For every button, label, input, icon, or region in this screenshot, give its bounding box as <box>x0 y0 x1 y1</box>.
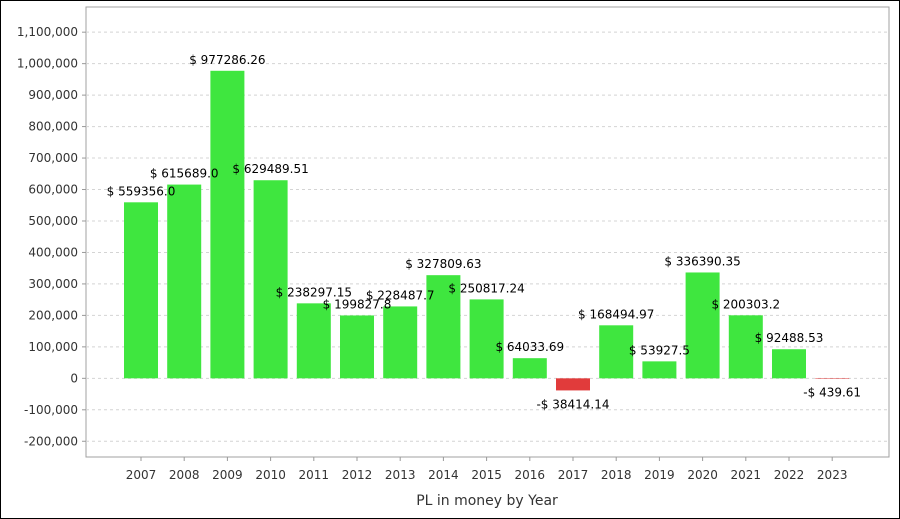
x-tick-label: 2018 <box>601 468 632 482</box>
y-tick-label: 700,000 <box>28 151 78 165</box>
x-tick-label: 2010 <box>255 468 286 482</box>
x-tick-label: 2016 <box>515 468 546 482</box>
data-label-2011: $ 238297.15 <box>276 285 352 299</box>
data-label-2019: $ 53927.5 <box>629 343 690 357</box>
x-tick-label: 2021 <box>731 468 762 482</box>
y-tick-label: 600,000 <box>28 183 78 197</box>
data-label-2022: $ 92488.53 <box>755 331 824 345</box>
y-tick-label: 100,000 <box>28 340 78 354</box>
bar-2020 <box>685 272 720 379</box>
bars <box>124 70 850 391</box>
y-tick-label: 300,000 <box>28 277 78 291</box>
data-label-2012: $ 199827.8 <box>323 297 392 311</box>
bar-2023 <box>815 378 850 379</box>
x-tick-label: 2011 <box>299 468 330 482</box>
x-tick-label: 2023 <box>817 468 848 482</box>
bar-2016 <box>512 358 547 379</box>
y-tick-label: -100,000 <box>24 403 78 417</box>
data-label-2008: $ 615689.0 <box>150 167 219 181</box>
bar-2007 <box>124 202 158 379</box>
y-tick-label: 400,000 <box>28 245 78 259</box>
data-label-2009: $ 977286.26 <box>189 53 265 67</box>
data-label-2010: $ 629489.51 <box>232 162 308 176</box>
x-tick-label: 2014 <box>428 468 459 482</box>
data-label-2013: $ 228487.7 <box>366 288 435 302</box>
plot-area <box>85 6 890 458</box>
data-label-2015: $ 250817.24 <box>448 281 524 295</box>
x-tick-label: 2007 <box>126 468 157 482</box>
bar-2018 <box>599 325 634 379</box>
y-tick-label: 1,100,000 <box>17 25 78 39</box>
y-tick-label: 500,000 <box>28 214 78 228</box>
bar-2014 <box>426 275 461 379</box>
bar-2012 <box>340 315 374 379</box>
bar-2013 <box>383 306 418 379</box>
data-label-2020: $ 336390.35 <box>664 254 740 268</box>
x-axis-labels: 2007 2008 2009 2010 2011 2012 2013 2014 2015 2016… <box>126 457 848 482</box>
bar-2021 <box>728 315 763 379</box>
bar-2009 <box>210 70 245 379</box>
y-tick-label: 1,000,000 <box>17 57 78 71</box>
data-label-2018: $ 168494.97 <box>578 307 654 321</box>
x-tick-label: 2017 <box>558 468 589 482</box>
x-tick-label: 2013 <box>385 468 416 482</box>
y-tick-label: 900,000 <box>28 88 78 102</box>
y-tick-label: 800,000 <box>28 120 78 134</box>
x-tick-label: 2022 <box>774 468 805 482</box>
x-tick-label: 2019 <box>644 468 675 482</box>
bar-2017 <box>556 378 590 391</box>
x-axis-title: PL in money by Year <box>416 493 558 509</box>
bar-2011 <box>296 303 331 379</box>
x-tick-label: 2008 <box>169 468 200 482</box>
bar-2022 <box>772 349 806 379</box>
bar-2019 <box>642 361 677 379</box>
x-tick-label: 2012 <box>342 468 373 482</box>
x-tick-label: 2009 <box>212 468 243 482</box>
bar-2010 <box>253 180 288 379</box>
bar-2008 <box>167 184 202 379</box>
data-label-2017: -$ 38414.14 <box>536 397 609 411</box>
data-label-2016: $ 64033.69 <box>495 340 564 354</box>
data-label-2007: $ 559356.0 <box>107 184 176 198</box>
x-tick-label: 2020 <box>687 468 718 482</box>
x-tick-label: 2015 <box>471 468 502 482</box>
y-tick-label: 200,000 <box>28 308 78 322</box>
data-label-2023: -$ 439.61 <box>803 385 861 399</box>
data-labels: $ 559356.0 $ 615689.0 $ 977286.26 $ 629489.… <box>107 53 861 412</box>
data-label-2014: $ 327809.63 <box>405 257 481 271</box>
bar-2015 <box>469 299 504 379</box>
y-tick-label: -200,000 <box>24 434 78 448</box>
y-axis-labels: -200,000 -100,000 0 100,000 200,000 300,000 40… <box>17 25 78 448</box>
data-label-2021: $ 200303.2 <box>711 297 780 311</box>
y-tick-label: 0 <box>70 371 78 385</box>
